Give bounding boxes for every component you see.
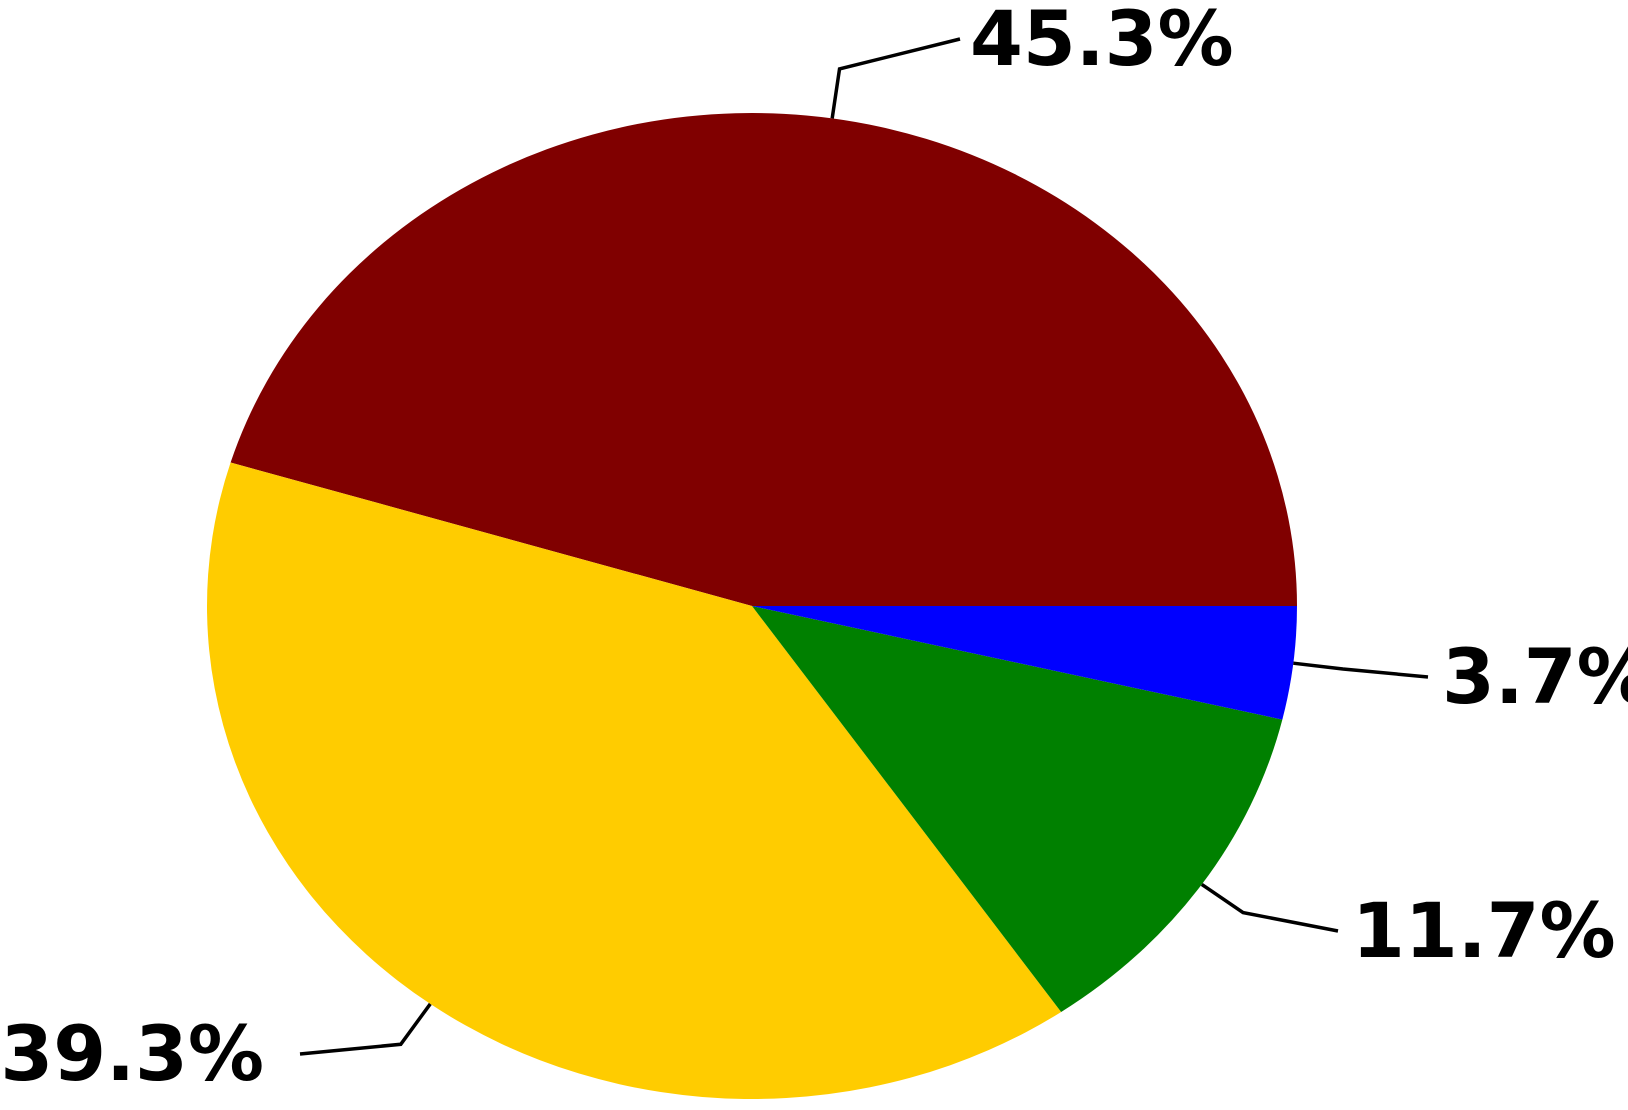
- pie-leader-line: [1200, 882, 1339, 933]
- pie-slice-label: 39.3%: [0, 1009, 264, 1098]
- pie-slice: [230, 113, 1298, 607]
- pie-slice-label: 3.7%: [1442, 632, 1628, 721]
- pie-slice: [752, 606, 1297, 720]
- pie-leader-lines: [299, 37, 1429, 1056]
- pie-leader-line: [299, 1002, 432, 1056]
- pie-slice-label: 45.3%: [970, 0, 1234, 83]
- pie-slice: [206, 462, 1062, 1100]
- pie-leader-line: [830, 37, 961, 119]
- pie-slices: [206, 113, 1298, 1100]
- pie-leader-line: [1293, 661, 1429, 679]
- pie-slice: [752, 606, 1283, 1013]
- pie-slice-label: 11.7%: [1352, 886, 1616, 975]
